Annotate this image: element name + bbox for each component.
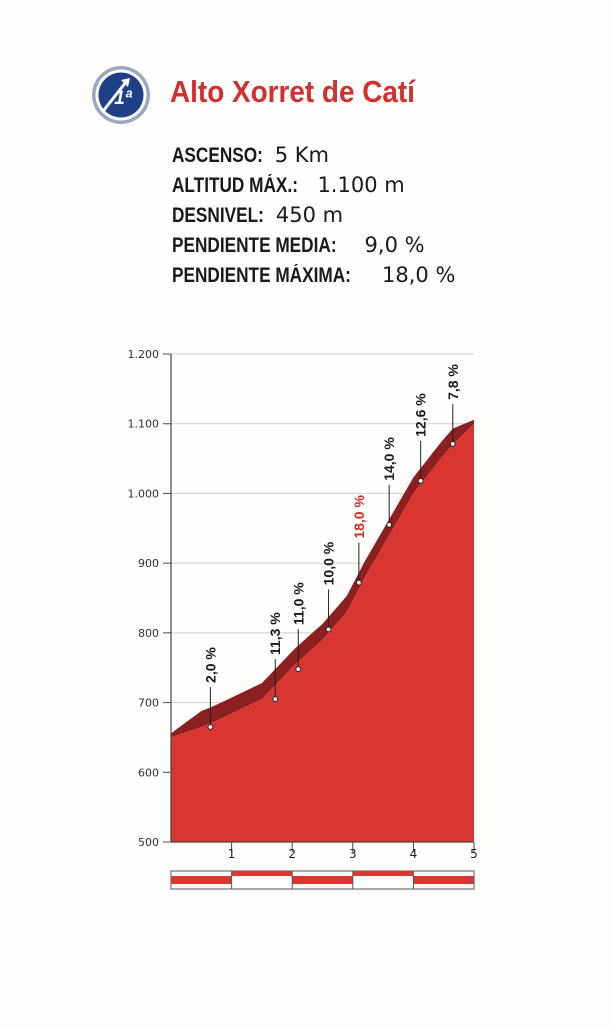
category-badge-icon: 1ª [92, 66, 150, 124]
km-bar-segment [231, 871, 293, 876]
gradient-marker [355, 579, 362, 586]
stat-elevation-gain: DESNIVEL: 450 m [172, 200, 592, 230]
km-bar-segment [292, 876, 353, 884]
gradient-marker [386, 521, 393, 528]
gradient-label: 11,0 % [290, 582, 306, 625]
km-bar-segment [413, 876, 474, 884]
gradient-marker [295, 666, 302, 673]
x-tick-label: 5 [470, 847, 478, 861]
stat-max-gradient: PENDIENTE MÁXIMA: 18,0 % [172, 260, 592, 290]
gradient-label: 12,6 % [413, 393, 429, 437]
gradient-label: 2,0 % [202, 647, 218, 683]
x-tick-label: 4 [410, 847, 418, 861]
gradient-marker [272, 696, 279, 702]
y-tick-label: 600 [138, 766, 159, 779]
stat-ascent: ASCENSO: 5 Km [172, 140, 592, 170]
gradient-label: 10,0 % [321, 541, 337, 585]
stat-label: PENDIENTE MÁXIMA: [172, 264, 351, 287]
x-tick-label: 1 [228, 847, 236, 861]
stat-value: 450 m [275, 203, 344, 227]
y-tick-label: 1.000 [128, 487, 160, 500]
km-bar-segment [171, 876, 232, 884]
profile-area [171, 423, 474, 842]
climb-title: Alto Xorret de Catí [170, 74, 415, 109]
stat-value: 5 Km [274, 143, 329, 167]
stat-label: DESNIVEL: [172, 204, 264, 227]
gradient-marker [207, 724, 214, 730]
gradient-marker [449, 441, 456, 447]
climb-header: 1ª Alto Xorret de Catí [90, 64, 590, 124]
y-tick-label: 1.200 [128, 348, 160, 361]
stat-value: 9,0 % [364, 233, 425, 257]
stat-label: PENDIENTE MEDIA: [172, 234, 337, 257]
stat-label: ASCENSO: [172, 144, 263, 167]
y-tick-label: 700 [138, 697, 159, 710]
gradient-label: 7,8 % [445, 364, 461, 400]
y-tick-label: 1.100 [128, 418, 160, 431]
x-tick-label: 3 [349, 847, 357, 861]
stat-average-gradient: PENDIENTE MEDIA: 9,0 % [172, 230, 592, 260]
stat-label: ALTITUD MÁX.: [172, 174, 298, 197]
gradient-label: 14,0 % [381, 437, 397, 481]
stat-value: 1.100 m [317, 173, 405, 197]
category-badge-label: 1ª [114, 88, 133, 109]
gradient-marker [325, 626, 332, 633]
x-tick-label: 2 [288, 847, 296, 861]
climb-stats: ASCENSO: 5 Km ALTITUD MÁX.: 1.100 m DESN… [172, 140, 592, 290]
y-tick-label: 500 [138, 836, 159, 849]
gradient-label: 11,3 % [267, 612, 283, 655]
gradient-marker [417, 477, 424, 484]
gradient-label: 18,0 % [351, 495, 367, 539]
y-tick-label: 900 [138, 557, 159, 570]
profile-shadow-band [171, 419, 474, 738]
stat-value: 18,0 % [382, 263, 456, 287]
km-bar-segment [352, 871, 414, 876]
y-tick-label: 800 [138, 627, 159, 640]
stat-max-altitude: ALTITUD MÁX.: 1.100 m [172, 170, 592, 200]
